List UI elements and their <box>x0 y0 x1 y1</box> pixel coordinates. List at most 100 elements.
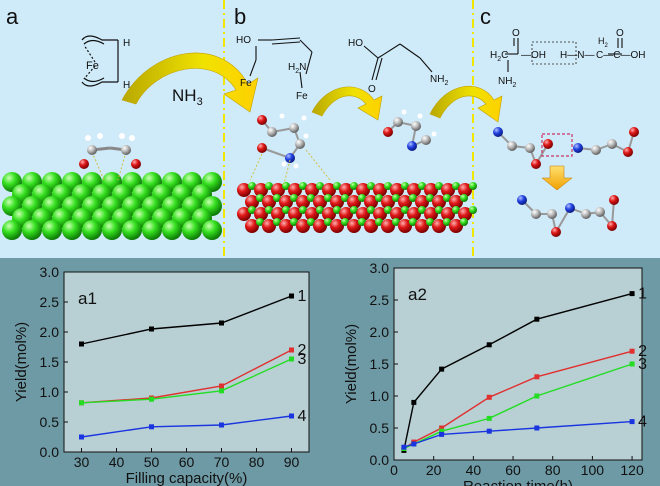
atom-fe <box>435 206 443 214</box>
data-point <box>149 396 154 402</box>
atom-o <box>245 195 259 209</box>
atom-fe <box>316 182 324 190</box>
atom <box>289 123 299 133</box>
atom <box>543 139 553 149</box>
atom-fe <box>265 182 273 190</box>
atom-o <box>330 195 344 209</box>
y-tick-label: 2.5 <box>370 292 390 308</box>
interaction-line <box>249 153 263 181</box>
atom-o <box>322 183 336 197</box>
atom-o <box>254 183 268 197</box>
atom-o <box>131 159 141 169</box>
chart-a2: 0 20 40 60 80 100 120 0.0 0.5 1.0 1.5 2.0 2.5 3.0 Reac… <box>343 260 647 486</box>
atom <box>407 141 417 151</box>
plot-area <box>393 267 643 461</box>
y-axis-label: Yield(mol%) <box>343 324 360 404</box>
atom-fe <box>350 206 358 214</box>
atom-o <box>347 219 361 233</box>
atom-o <box>245 219 259 233</box>
data-point <box>219 320 224 326</box>
atom-h <box>279 113 285 119</box>
atom-fe <box>460 218 468 226</box>
atom-fe <box>367 206 375 214</box>
x-tick-label: 80 <box>249 454 265 470</box>
atom <box>629 127 639 137</box>
x-tick-label: 30 <box>74 454 90 470</box>
data-point <box>629 348 635 354</box>
atom <box>591 145 601 155</box>
data-point <box>289 413 294 419</box>
atom-o <box>432 195 446 209</box>
x-axis-label: Reaction time(h) <box>463 478 573 486</box>
chem-b-fe2: Fe <box>296 91 308 102</box>
data-point <box>289 356 294 362</box>
data-point <box>439 428 445 434</box>
panel-label: a2 <box>408 285 427 304</box>
chem-c-nh2: NH2 <box>498 76 516 89</box>
data-point <box>629 291 635 297</box>
x-tick-label: 90 <box>284 454 300 470</box>
chem-b-fe1: Fe <box>240 78 252 89</box>
data-point <box>149 326 154 332</box>
atom-fe <box>282 206 290 214</box>
chem-b-ho: HO <box>236 35 251 46</box>
atom-fe <box>248 206 256 214</box>
atom-o <box>407 183 421 197</box>
atom-fe <box>162 220 182 240</box>
atom-fe <box>22 220 42 240</box>
atom-o <box>381 195 395 209</box>
atom-o <box>356 207 370 221</box>
atom <box>285 153 295 163</box>
atom-fe <box>324 194 332 202</box>
atom-fe <box>384 182 392 190</box>
coupling-molecules-c <box>493 127 639 237</box>
atom-fe <box>102 220 122 240</box>
atom-o <box>296 195 310 209</box>
atom-o <box>254 207 268 221</box>
atom <box>257 143 267 153</box>
atom-h <box>97 133 103 139</box>
atom-fe <box>307 194 315 202</box>
atom <box>493 127 503 137</box>
atom-h <box>119 133 125 139</box>
interaction-line <box>305 149 331 181</box>
data-point <box>534 374 540 380</box>
y-tick-label: 2.5 <box>40 294 60 310</box>
atom-o <box>424 207 438 221</box>
series-label-4: 4 <box>638 414 647 431</box>
atom-o <box>449 219 463 233</box>
atom-o <box>441 183 455 197</box>
series-label-2: 2 <box>298 342 307 359</box>
series-line-3 <box>81 358 292 404</box>
series-label-1: 1 <box>298 288 307 305</box>
catalyst-surface-a <box>2 172 222 240</box>
y-tick-label: 1.0 <box>370 388 390 404</box>
x-tick-label: 80 <box>545 462 561 478</box>
atom-fe <box>409 194 417 202</box>
atom-o <box>347 195 361 209</box>
atom-h <box>303 133 309 139</box>
chem-b-nh2: NH2 <box>430 74 448 87</box>
chem-a-fe: Fe <box>86 60 99 72</box>
atom <box>525 143 535 153</box>
interaction-line <box>91 151 105 181</box>
atom-fe <box>333 182 341 190</box>
arrow-down-c <box>541 165 573 191</box>
nh3-label: NH3 <box>172 86 203 108</box>
atom-fe <box>375 194 383 202</box>
atom-o <box>237 207 251 221</box>
y-tick-label: 0.0 <box>370 452 390 468</box>
data-point <box>149 424 154 430</box>
y-tick-label: 2.0 <box>40 324 60 340</box>
atom-o <box>313 219 327 233</box>
atom-fe <box>290 218 298 226</box>
atom-fe <box>460 194 468 202</box>
atom-fe <box>341 194 349 202</box>
atom-o <box>424 183 438 197</box>
series-label-3: 3 <box>298 351 307 368</box>
y-tick-label: 0.0 <box>40 444 60 460</box>
atom-h <box>281 161 287 167</box>
atom-o <box>415 195 429 209</box>
atom-o <box>305 207 319 221</box>
